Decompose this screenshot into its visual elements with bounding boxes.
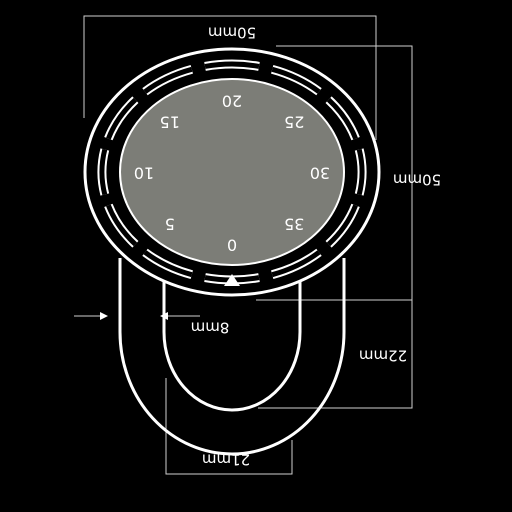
dial-number: 0 (227, 236, 237, 255)
dimension-lines (74, 15, 413, 475)
dial-ring-segment-inner (326, 204, 358, 247)
dial-number: 35 (284, 214, 304, 233)
dial-ring-segment-inner (356, 148, 365, 196)
opening-label: 8mm (191, 319, 230, 337)
bottom-width-label: 21mm (202, 451, 250, 469)
shackle-height-label: 22mm (359, 347, 407, 365)
dial-number-group: 35 (284, 214, 304, 233)
shackle-inner-outline (162, 282, 302, 412)
dial-number: 25 (284, 113, 304, 132)
dial-number-group: 30 (310, 164, 330, 183)
shackle-outer-outline (118, 258, 346, 456)
dial-number: 10 (134, 164, 154, 183)
dial-numbers: 0 5 10 15 20 25 30 35 (134, 92, 330, 255)
dial-ring-segment-inner (204, 61, 260, 69)
dial-ring-segment-inner (106, 204, 138, 247)
dial-number-group: 0 (227, 236, 237, 255)
right-height-label: 50mm (393, 171, 441, 189)
shackle-height-dimension-line (258, 299, 413, 409)
bottom-width-label-group: 21mm (202, 451, 250, 469)
dial-ring-segment-inner (143, 250, 193, 278)
dial-number: 20 (222, 92, 242, 111)
dial-number: 30 (310, 164, 330, 183)
dial-number-group: 10 (134, 164, 154, 183)
dial-face (119, 78, 345, 266)
dial-number: 15 (160, 113, 180, 132)
dial-ring-segment-inner (143, 66, 193, 94)
top-width-label-group: 50mm (208, 24, 256, 42)
shackle (118, 258, 346, 456)
top-width-dimension-line (83, 15, 377, 140)
dial-ring-segment-inner (271, 66, 321, 94)
opening-arrow-left-head (100, 312, 108, 320)
dial-indicator-triangle-icon (224, 274, 240, 286)
dial-ring-segment-inner (106, 97, 138, 140)
bottom-width-dimension-line (165, 378, 293, 475)
top-width-label: 50mm (208, 24, 256, 42)
dial-ring-segment-inner (99, 148, 108, 196)
dial-number-group: 15 (160, 113, 180, 132)
dial: 0 5 10 15 20 25 30 35 (83, 47, 381, 297)
dial-number: 5 (165, 214, 175, 233)
dial-number-group: 20 (222, 92, 242, 111)
dial-ring-segment-inner (271, 250, 321, 278)
dial-segment-ring (97, 59, 367, 285)
dial-ring-segment-inner (326, 97, 358, 140)
dial-number-group: 5 (165, 214, 175, 233)
right-height-label-group: 50mm (393, 171, 441, 189)
opening-label-group: 8mm (191, 319, 230, 337)
shackle-height-label-group: 22mm (359, 347, 407, 365)
dial-number-group: 25 (284, 113, 304, 132)
